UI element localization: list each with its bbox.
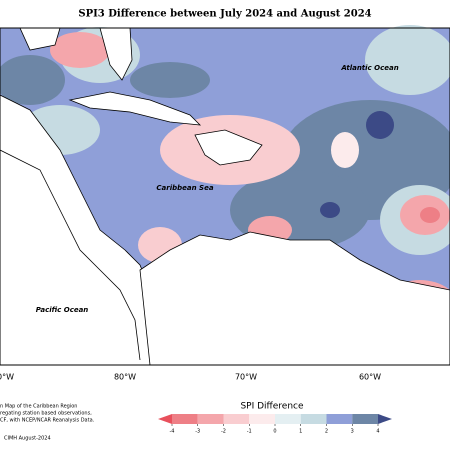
colorbar-extension: [158, 414, 172, 424]
colorbar-bin: [300, 414, 327, 424]
title: SPI3 Difference between July 2024 and Au…: [78, 9, 371, 20]
colorbar-bin: [223, 414, 250, 424]
colorbar-tick-label: 4: [376, 429, 379, 435]
colorbar-bin: [326, 414, 353, 424]
caption-line: regating station based observations,: [0, 411, 92, 417]
colorbar-tick-label: 2: [325, 429, 328, 435]
colorbar-bin: [275, 414, 301, 424]
colorbar-tick-label: -2: [221, 429, 226, 435]
colorbar-bin: [249, 414, 275, 424]
colorbar-bin: [352, 414, 378, 424]
colorbar-tick-label: 0: [273, 429, 276, 435]
colorbar-tick-label: 3: [351, 429, 354, 435]
credit: CIMH August-2024: [4, 436, 51, 442]
ocean-label: Atlantic Ocean: [340, 64, 398, 72]
land: [0, 27, 450, 366]
map-frame: [0, 27, 450, 366]
colorbar-tick-label: -1: [247, 429, 252, 435]
legend-title: SPI Difference: [240, 402, 304, 412]
colorbar-bin: [172, 414, 198, 424]
caption-line: CF, with NCEP/NCAR Reanalysis Data.: [0, 418, 95, 424]
colorbar-tick-label: -4: [170, 429, 175, 435]
ocean-label: Pacific Ocean: [36, 306, 89, 314]
colorbar-bin: [197, 414, 224, 424]
colorbar-extension: [378, 414, 392, 424]
longitude-label: 70°W: [235, 373, 257, 382]
longitude-label: 90°W: [0, 373, 14, 382]
colorbar-tick-label: 1: [299, 429, 302, 435]
longitude-label: 80°W: [114, 373, 136, 382]
map: Atlantic Ocean Caribbean Sea Pacific Oce…: [0, 25, 450, 366]
colorbar-tick-label: -3: [195, 429, 200, 435]
longitude-label: 60°W: [359, 373, 381, 382]
caption-line: n Map of the Caribbean Region: [0, 404, 77, 410]
sea-label: Caribbean Sea: [156, 184, 213, 192]
